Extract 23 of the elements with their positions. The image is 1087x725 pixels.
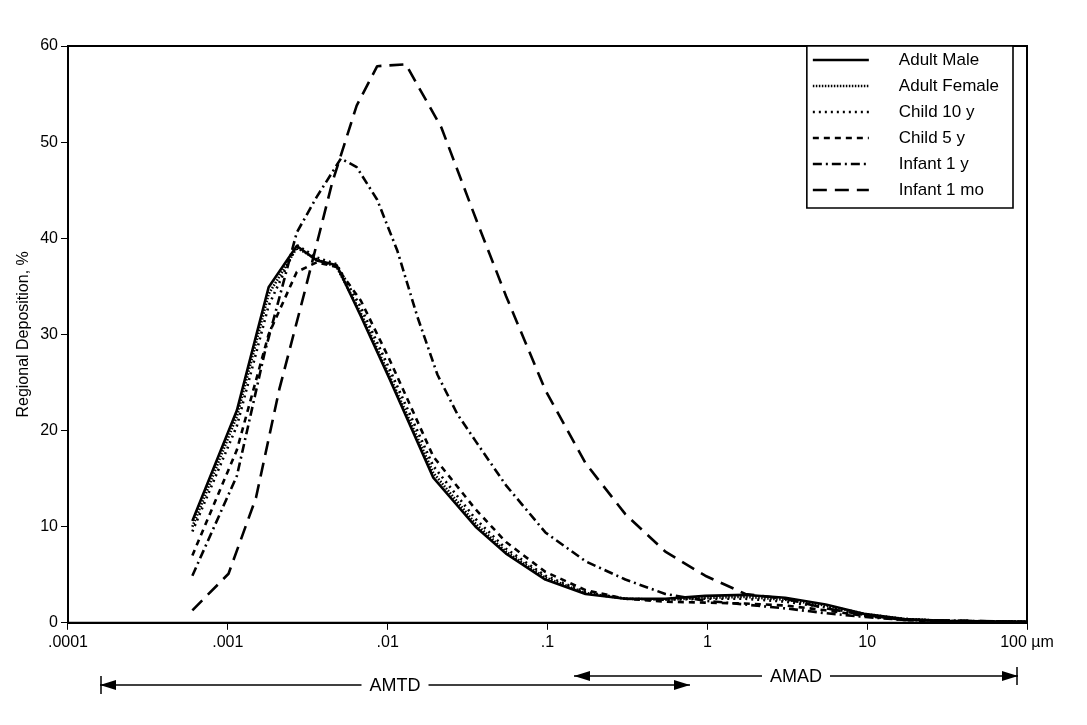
x-tick-label: 1 (702, 632, 712, 650)
x-tick-label: .01 (376, 632, 399, 650)
y-tick-label: 50 (40, 132, 59, 150)
y-tick-label: 60 (40, 36, 59, 54)
text: AMTD (361, 675, 429, 695)
y-tick-label: 10 (40, 517, 59, 535)
legend-label: Infant 1 mo (898, 179, 984, 199)
x-tick-label: 10 (858, 632, 877, 650)
y-tick-label: 30 (40, 324, 59, 342)
y-tick-label: 40 (40, 228, 59, 246)
legend-label: Child 10 y (898, 101, 975, 121)
x-tick-label: .1 (540, 632, 555, 650)
x-tick-label: .0001 (47, 632, 89, 650)
x-tick-label: 100 µm (1000, 632, 1054, 650)
legend-label: Infant 1 y (898, 153, 970, 173)
y-tick-label: 20 (40, 420, 59, 438)
y-axis-title: Regional Deposition, % (14, 251, 32, 418)
x-tick-label: .001 (212, 632, 244, 650)
text: AMAD (761, 666, 831, 686)
legend-label: Adult Male (898, 49, 980, 69)
legend-label: Child 5 y (898, 127, 966, 147)
y-tick-label: 0 (49, 613, 59, 631)
legend-label: Adult Female (898, 75, 1000, 95)
